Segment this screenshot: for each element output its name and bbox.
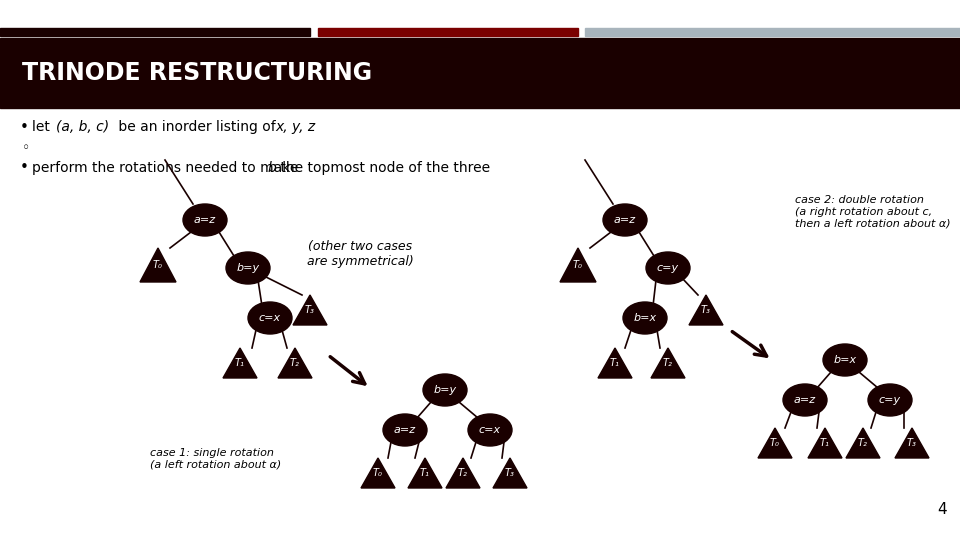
Text: a=z: a=z xyxy=(614,215,636,225)
Text: ◦: ◦ xyxy=(22,141,30,155)
Text: a=z: a=z xyxy=(394,425,416,435)
Polygon shape xyxy=(560,248,596,282)
Text: T₁: T₁ xyxy=(820,438,830,448)
Polygon shape xyxy=(361,458,395,488)
Text: T₀: T₀ xyxy=(573,260,583,270)
Ellipse shape xyxy=(603,204,647,236)
Text: •: • xyxy=(20,160,29,176)
Text: (other two cases
are symmetrical): (other two cases are symmetrical) xyxy=(306,240,414,268)
Ellipse shape xyxy=(183,204,227,236)
Text: let: let xyxy=(32,120,55,134)
Text: T₃: T₃ xyxy=(505,468,515,478)
Text: c=y: c=y xyxy=(879,395,901,405)
Ellipse shape xyxy=(783,384,827,416)
Polygon shape xyxy=(651,348,685,378)
Ellipse shape xyxy=(383,414,427,446)
Text: c=x: c=x xyxy=(479,425,501,435)
Ellipse shape xyxy=(468,414,512,446)
Text: T₂: T₂ xyxy=(858,438,868,448)
Text: case 1: single rotation
(a left rotation about α): case 1: single rotation (a left rotation… xyxy=(150,448,281,470)
Text: b=x: b=x xyxy=(833,355,856,365)
Polygon shape xyxy=(408,458,442,488)
Bar xyxy=(585,28,960,36)
Text: T₀: T₀ xyxy=(153,260,163,270)
Ellipse shape xyxy=(248,302,292,334)
Text: T₃: T₃ xyxy=(305,305,315,315)
Polygon shape xyxy=(758,428,792,458)
Text: (a, b, c): (a, b, c) xyxy=(56,120,109,134)
Text: b=y: b=y xyxy=(433,385,457,395)
Ellipse shape xyxy=(868,384,912,416)
Text: a=z: a=z xyxy=(194,215,216,225)
Polygon shape xyxy=(598,348,632,378)
Text: T₀: T₀ xyxy=(373,468,383,478)
Polygon shape xyxy=(278,348,312,378)
Text: T₃: T₃ xyxy=(907,438,917,448)
Polygon shape xyxy=(846,428,880,458)
Ellipse shape xyxy=(646,252,690,284)
Text: T₁: T₁ xyxy=(420,468,430,478)
Polygon shape xyxy=(895,428,929,458)
Polygon shape xyxy=(223,348,257,378)
Text: T₂: T₂ xyxy=(458,468,468,478)
Text: x, y, z: x, y, z xyxy=(275,120,315,134)
Ellipse shape xyxy=(623,302,667,334)
Ellipse shape xyxy=(823,344,867,376)
Text: •: • xyxy=(20,119,29,134)
Ellipse shape xyxy=(423,374,467,406)
Polygon shape xyxy=(293,295,327,325)
Text: T₂: T₂ xyxy=(290,358,300,368)
Text: T₁: T₁ xyxy=(235,358,245,368)
Bar xyxy=(0,38,960,108)
Polygon shape xyxy=(689,295,723,325)
Text: T₀: T₀ xyxy=(770,438,780,448)
Text: c=x: c=x xyxy=(259,313,281,323)
Text: case 2: double rotation
(a right rotation about c,
then a left rotation about α): case 2: double rotation (a right rotatio… xyxy=(795,195,950,228)
Text: a=z: a=z xyxy=(794,395,816,405)
Bar xyxy=(0,28,310,36)
Polygon shape xyxy=(140,248,176,282)
Text: T₂: T₂ xyxy=(663,358,673,368)
Text: perform the rotations needed to make: perform the rotations needed to make xyxy=(32,161,302,175)
Polygon shape xyxy=(446,458,480,488)
Bar xyxy=(318,28,578,36)
Text: TRINODE RESTRUCTURING: TRINODE RESTRUCTURING xyxy=(22,61,372,85)
Text: b=y: b=y xyxy=(236,263,259,273)
Text: T₁: T₁ xyxy=(610,358,620,368)
Polygon shape xyxy=(808,428,842,458)
Text: T₃: T₃ xyxy=(701,305,711,315)
Polygon shape xyxy=(493,458,527,488)
Ellipse shape xyxy=(226,252,270,284)
Text: be an inorder listing of: be an inorder listing of xyxy=(114,120,280,134)
Text: b: b xyxy=(268,161,276,175)
Text: 4: 4 xyxy=(937,503,947,517)
Text: c=y: c=y xyxy=(657,263,679,273)
Text: b=x: b=x xyxy=(634,313,657,323)
Text: the topmost node of the three: the topmost node of the three xyxy=(276,161,491,175)
